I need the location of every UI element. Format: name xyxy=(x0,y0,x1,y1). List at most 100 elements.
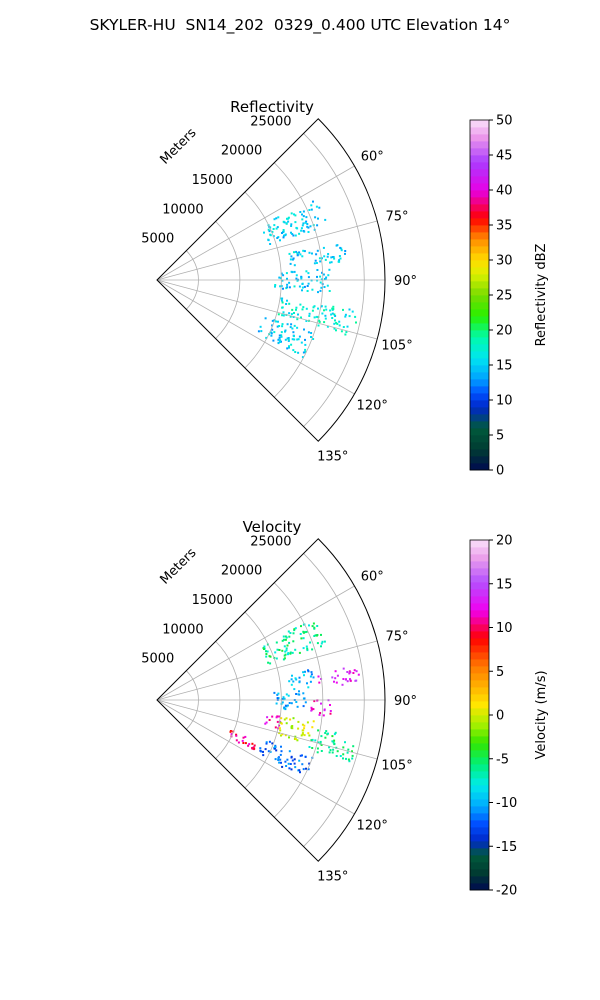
reflectivity-echo-gate xyxy=(313,262,316,265)
reflectivity-colorbar-swatch xyxy=(470,197,489,205)
velocity-echo-gate xyxy=(316,747,319,750)
reflectivity-echo-gate xyxy=(277,320,279,323)
reflectivity-colorbar-swatch xyxy=(470,225,489,233)
reflectivity-echo-gate xyxy=(315,315,318,318)
reflectivity-colorbar-swatch xyxy=(470,386,489,394)
velocity-echo-gate xyxy=(295,693,298,695)
reflectivity-echo-field xyxy=(257,200,357,359)
velocity-echo-gate xyxy=(344,741,346,744)
velocity-echo-gate xyxy=(280,750,283,753)
velocity-echo-gate xyxy=(309,675,312,678)
reflectivity-echo-gate xyxy=(277,342,280,345)
reflectivity-echo-gate xyxy=(294,214,297,217)
velocity-echo-gate xyxy=(229,730,232,733)
velocity-echo-gate xyxy=(278,761,281,764)
reflectivity-colorbar-swatch xyxy=(470,330,489,338)
reflectivity-echo-gate xyxy=(316,275,318,278)
velocity-echo-gate xyxy=(280,722,283,725)
velocity-echo-gate xyxy=(284,708,287,711)
velocity-echo-gate xyxy=(286,704,289,707)
velocity-echo-gate xyxy=(302,647,305,650)
reflectivity-echo-gate xyxy=(324,218,327,221)
velocity-echo-gate xyxy=(298,676,301,679)
reflectivity-echo-gate xyxy=(344,315,347,318)
velocity-echo-gate xyxy=(292,680,295,683)
reflectivity-echo-gate xyxy=(339,246,342,249)
velocity-colorbar-swatch xyxy=(470,561,489,569)
reflectivity-echo-gate xyxy=(303,328,305,331)
reflectivity-echo-gate xyxy=(291,233,294,235)
reflectivity-echo-gate xyxy=(272,339,275,342)
velocity-echo-gate xyxy=(342,757,344,760)
reflectivity-echo-gate xyxy=(303,285,306,288)
reflectivity-echo-gate xyxy=(314,259,317,262)
reflectivity-echo-gate xyxy=(340,330,343,333)
velocity-colorbar-swatch xyxy=(470,680,489,688)
reflectivity-echo-gate xyxy=(320,278,323,281)
reflectivity-colorbar-swatch xyxy=(470,218,489,226)
velocity-echo-gate xyxy=(301,763,304,766)
reflectivity-echo-gate xyxy=(320,286,323,289)
velocity-echo-gate xyxy=(275,657,278,660)
reflectivity-echo-gate xyxy=(311,309,314,312)
reflectivity-echo-gate xyxy=(293,335,295,338)
velocity-echo-gate xyxy=(309,680,312,683)
velocity-colorbar: -20 -15 -10 -5 0 5 10 15 20 xyxy=(469,534,517,899)
reflectivity-echo-gate xyxy=(306,285,309,287)
velocity-echo-gate xyxy=(283,654,286,657)
reflectivity-echo-gate xyxy=(327,253,330,255)
velocity-echo-gate xyxy=(310,709,313,712)
reflectivity-echo-gate xyxy=(332,256,335,258)
reflectivity-azimuth-tick: 90° xyxy=(394,274,417,289)
reflectivity-echo-gate xyxy=(334,319,336,322)
velocity-echo-gate xyxy=(283,638,285,641)
velocity-echo-gate xyxy=(339,755,342,757)
reflectivity-echo-gate xyxy=(268,230,271,233)
velocity-echo-gate xyxy=(268,719,271,721)
reflectivity-echo-gate xyxy=(301,213,303,216)
velocity-echo-gate xyxy=(287,653,289,656)
reflectivity-echo-gate xyxy=(315,262,318,264)
velocity-echo-gate xyxy=(297,720,300,723)
reflectivity-colorbar-swatch xyxy=(470,183,489,191)
velocity-echo-gate xyxy=(292,717,295,720)
reflectivity-echo-gate xyxy=(267,228,270,231)
reflectivity-range-tick: 25000 xyxy=(250,114,291,129)
reflectivity-echo-gate xyxy=(307,276,310,279)
reflectivity-echo-gate xyxy=(307,331,310,334)
reflectivity-echo-gate xyxy=(326,255,329,258)
velocity-colorbar-swatch xyxy=(470,687,489,695)
reflectivity-echo-gate xyxy=(332,305,335,308)
velocity-colorbar-swatch xyxy=(470,659,489,667)
reflectivity-echo-gate xyxy=(298,251,301,254)
reflectivity-echo-gate xyxy=(296,252,299,255)
velocity-colorbar-swatch xyxy=(470,834,489,842)
reflectivity-echo-gate xyxy=(273,218,276,221)
velocity-colorbar-swatch xyxy=(470,547,489,555)
velocity-echo-gate xyxy=(275,702,278,705)
velocity-echo-gate xyxy=(352,672,355,674)
reflectivity-echo-gate xyxy=(337,260,340,263)
velocity-azimuth-tick: 75° xyxy=(386,630,409,645)
reflectivity-echo-gate xyxy=(286,217,288,220)
velocity-echo-gate xyxy=(282,658,285,661)
velocity-echo-gate xyxy=(290,678,293,681)
reflectivity-echo-gate xyxy=(324,317,327,320)
reflectivity-echo-gate xyxy=(308,251,311,254)
velocity-echo-gate xyxy=(279,729,282,732)
reflectivity-echo-gate xyxy=(333,322,336,325)
velocity-echo-gate xyxy=(305,645,308,648)
velocity-echo-gate xyxy=(294,677,297,680)
reflectivity-colorbar-swatch xyxy=(470,274,489,282)
velocity-echo-gate xyxy=(298,651,301,654)
velocity-echo-gate xyxy=(300,734,303,737)
reflectivity-echo-gate xyxy=(305,320,308,322)
velocity-echo-gate xyxy=(298,690,300,693)
velocity-echo-gate xyxy=(299,754,302,757)
reflectivity-echo-gate xyxy=(329,261,331,264)
velocity-echo-gate xyxy=(288,767,291,770)
velocity-echo-gate xyxy=(281,765,284,768)
reflectivity-echo-gate xyxy=(300,275,303,278)
reflectivity-echo-gate xyxy=(287,220,290,223)
velocity-azimuth-tick: 135° xyxy=(317,870,348,885)
